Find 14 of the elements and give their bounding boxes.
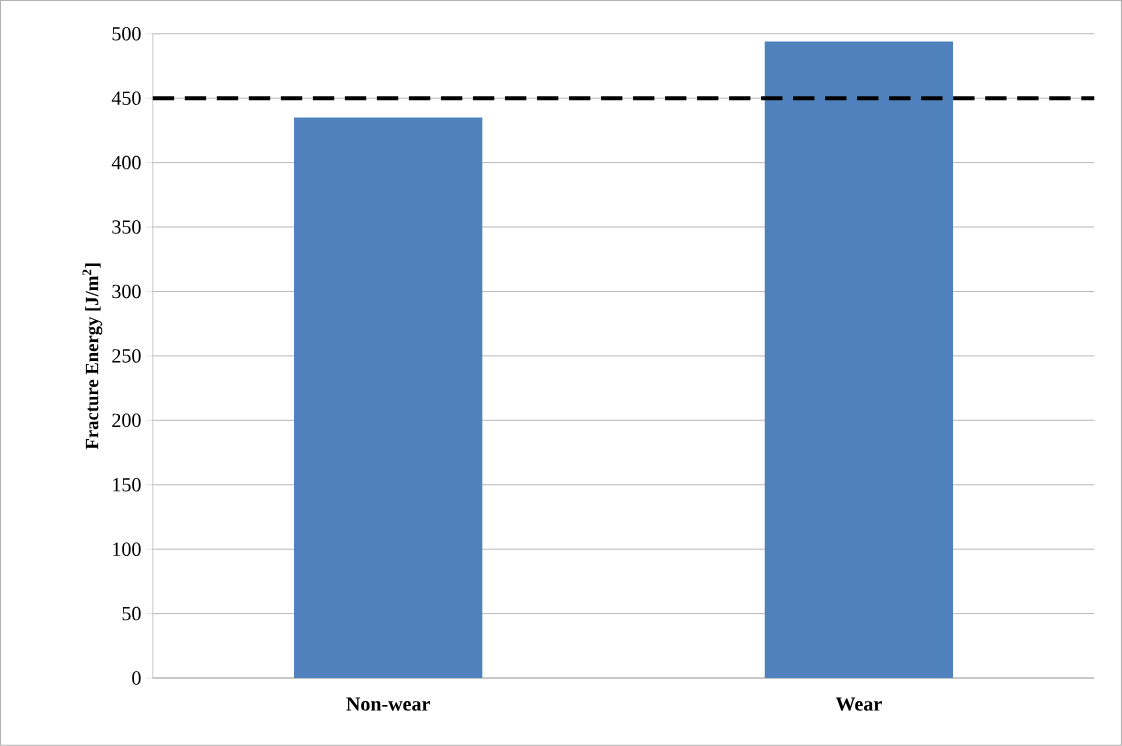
- y-tick-label: 400: [111, 155, 141, 170]
- y-tick-label: 350: [112, 220, 141, 234]
- y-tick-label: 300: [112, 284, 141, 299]
- x-tick-label: Wear: [835, 697, 882, 711]
- y-tick-label: 500: [112, 27, 141, 41]
- y-tick-label: 150: [113, 478, 141, 492]
- y-tick-label: 250: [112, 349, 141, 363]
- y-tick-label: 200: [112, 413, 141, 428]
- y-tick-label: 50: [122, 606, 141, 621]
- y-tick-label: 0: [132, 671, 141, 685]
- y-tick-label: 450: [111, 91, 141, 106]
- x-tick-label: Non-wear: [346, 697, 430, 711]
- y-axis-title: Fracture Energy [J/m$^{2}$]: [82, 263, 103, 450]
- y-tick-label: 100: [113, 542, 141, 557]
